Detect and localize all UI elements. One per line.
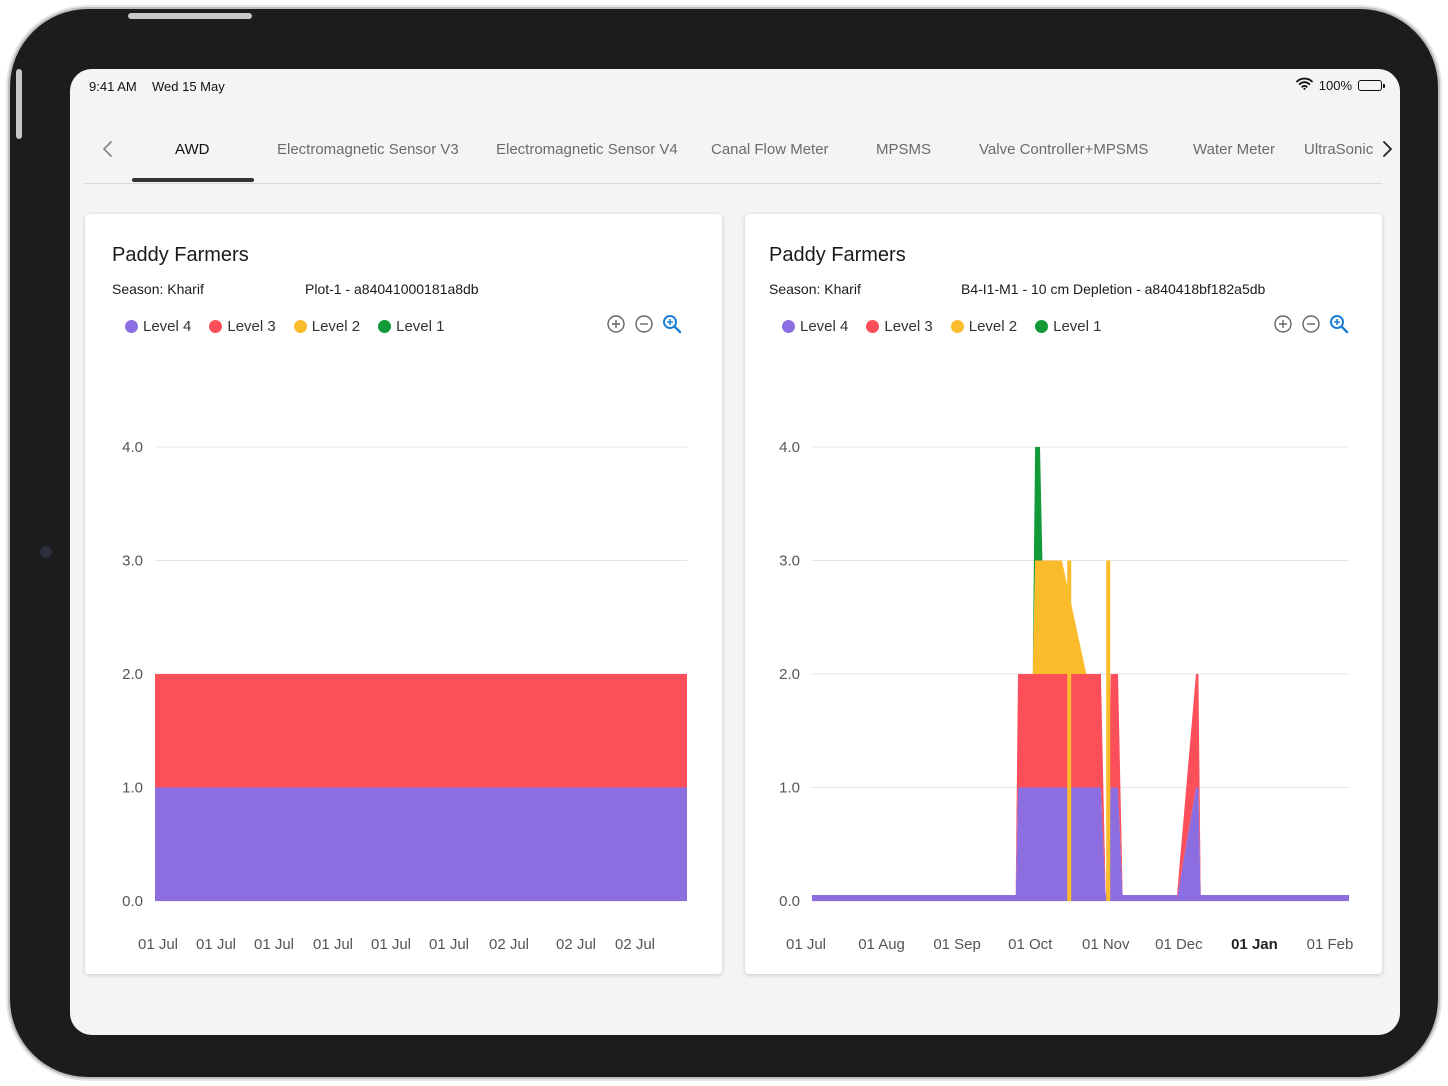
wifi-icon [1295,77,1313,93]
chart-card-2: Paddy Farmers Season: Kharif B4-I1-M1 - … [745,214,1382,974]
zoom-out-icon[interactable] [634,314,654,334]
legend-item-level-2[interactable]: Level 2 [293,318,360,335]
tab-water-meter[interactable]: Water Meter [1193,141,1275,158]
y-tick-label: 1.0 [122,780,143,797]
legend-item-level-4[interactable]: Level 4 [782,318,848,335]
tab-awd[interactable]: AWD [175,141,210,158]
front-camera [40,546,52,558]
zoom-out-icon[interactable] [1301,314,1321,334]
x-tick-label: 01 Nov [1082,936,1130,953]
series-area-level-3 [155,674,687,788]
device-label: B4-I1-M1 - 10 cm Depletion - a840418bf18… [961,281,1266,297]
tab-valve-controller-mpsms[interactable]: Valve Controller+MPSMS [979,141,1149,158]
tab-mpsms[interactable]: MPSMS [876,141,932,158]
x-tick-label: 01 Aug [858,936,905,953]
x-tick-label: 01 Jul [138,936,178,953]
y-tick-label: 0.0 [122,893,143,910]
season-label: Season: Kharif [112,281,204,297]
tab-bar: AWD Electromagnetic Sensor V3 Electromag… [84,123,1392,184]
x-tick-label: 01 Jul [786,936,826,953]
x-tick-label: 02 Jul [615,936,655,953]
y-tick-label: 4.0 [779,439,800,456]
legend-item-level-1[interactable]: Level 1 [1035,318,1102,335]
x-tick-label: 01 Dec [1155,936,1203,953]
x-tick-label: 01 Jul [313,936,353,953]
x-tick-label: 01 Feb [1307,936,1354,953]
screen: 9:41 AM Wed 15 May 100% AWD [70,69,1400,1035]
x-tick-label: 01 Jan [1231,936,1278,953]
tablet-frame: 9:41 AM Wed 15 May 100% AWD [10,9,1438,1077]
legend-item-level-2[interactable]: Level 2 [950,318,1017,335]
zoom-tools [606,314,682,334]
device-label: Plot-1 - a84041000181a8db [305,281,479,297]
x-tick-label: 01 Jul [254,936,294,953]
x-tick-label: 01 Jul [196,936,236,953]
x-tick-label: 01 Sep [933,936,981,953]
tab-ultrasonic[interactable]: UltraSonic [1304,141,1374,158]
legend: Level 4 Level 3 Level 2 Level 1 [125,318,445,335]
x-tick-label: 01 Jul [371,936,411,953]
status-date: Wed 15 May [152,79,225,94]
y-tick-label: 2.0 [122,666,143,683]
x-tick-label: 02 Jul [489,936,529,953]
hardware-button [16,69,22,139]
tab-electromagnetic-sensor-v3[interactable]: Electromagnetic Sensor V3 [277,141,459,158]
x-tick-label: 02 Jul [556,936,596,953]
series-area-level-4 [155,787,687,901]
zoom-tools [1273,314,1349,334]
spike-level-2 [1106,560,1111,901]
y-tick-label: 3.0 [122,553,143,570]
battery-icon [1358,79,1385,91]
legend-item-level-3[interactable]: Level 3 [866,318,933,335]
legend-item-level-1[interactable]: Level 1 [378,318,445,335]
zoom-in-icon[interactable] [606,314,626,334]
chart-2: 4.0 3.0 2.0 1.0 0.0 01 Jul 01 Aug 01 Sep 01 Oct 0… [779,439,1354,953]
hardware-button [128,13,252,19]
zoom-reset-icon[interactable] [662,314,682,334]
y-tick-label: 0.0 [779,893,800,910]
status-right: 100% [1295,77,1385,93]
chevron-left-icon[interactable] [98,137,118,161]
y-tick-label: 4.0 [122,439,143,456]
card-title: Paddy Farmers [112,244,249,266]
active-tab-indicator [132,178,254,182]
legend-item-level-3[interactable]: Level 3 [209,318,276,335]
chart-1: 4.0 3.0 2.0 1.0 0.0 01 Jul 01 Jul 01 Jul 01 Jul 0… [122,439,687,953]
tab-electromagnetic-sensor-v4[interactable]: Electromagnetic Sensor V4 [496,141,678,158]
legend: Level 4 Level 3 Level 2 Level 1 [782,318,1102,335]
card-title: Paddy Farmers [769,244,906,266]
y-tick-label: 1.0 [779,780,800,797]
y-tick-label: 3.0 [779,553,800,570]
chevron-right-icon[interactable] [1377,137,1397,161]
battery-percent: 100% [1318,77,1352,93]
zoom-reset-icon[interactable] [1329,314,1349,334]
spike-level-2 [1067,560,1072,901]
zoom-in-icon[interactable] [1273,314,1293,334]
chart-card-1: Paddy Farmers Season: Kharif Plot-1 - a8… [85,214,722,974]
x-tick-label: 01 Jul [429,936,469,953]
y-tick-label: 2.0 [779,666,800,683]
season-label: Season: Kharif [769,281,861,297]
x-tick-label: 01 Oct [1008,936,1053,953]
status-time: 9:41 AM [89,79,137,94]
tab-canal-flow-meter[interactable]: Canal Flow Meter [711,141,829,158]
legend-item-level-4[interactable]: Level 4 [125,318,191,335]
status-bar: 9:41 AM Wed 15 May 100% [70,69,1400,103]
